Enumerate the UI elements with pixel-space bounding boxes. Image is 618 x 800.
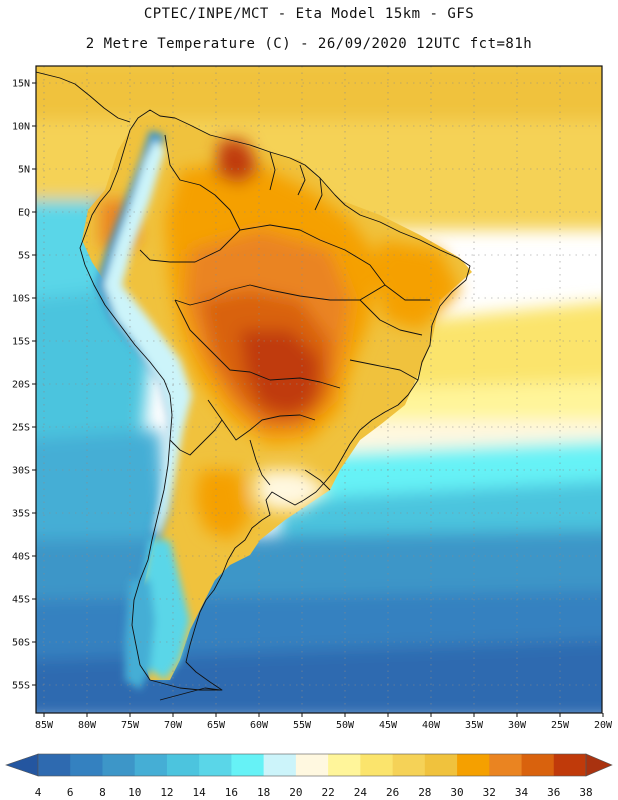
colorbar-label: 28 xyxy=(418,786,431,799)
colorbar-swatch xyxy=(134,754,168,776)
lon-tick-label: 55W xyxy=(293,720,312,731)
colorbar-label: 26 xyxy=(386,786,399,799)
colorbar-swatch xyxy=(295,754,329,776)
map-frame xyxy=(35,65,603,714)
lat-tick-label: 5N xyxy=(18,165,30,176)
land-temperature-field xyxy=(82,112,472,690)
colorbar-label: 24 xyxy=(354,786,368,799)
colorbar-swatch xyxy=(328,754,361,776)
map-title-line2: 2 Metre Temperature (C) - 26/09/2020 12U… xyxy=(85,36,533,52)
colorbar-swatch xyxy=(489,754,522,776)
lat-tick-label: EQ xyxy=(18,208,30,219)
colorbar-label: 4 xyxy=(35,786,42,799)
colorbar-label: 32 xyxy=(483,786,496,799)
colorbar-label: 6 xyxy=(67,786,74,799)
lon-tick-label: 35W xyxy=(465,720,484,731)
lon-tick-label: 20W xyxy=(594,720,613,731)
colorbar-swatch xyxy=(231,754,264,776)
lat-tick-label: 35S xyxy=(12,509,30,520)
colorbar-label: 10 xyxy=(128,786,141,799)
lat-tick-label: 15S xyxy=(12,337,30,348)
lat-tick-label: 30S xyxy=(12,466,30,477)
coastlines-and-borders xyxy=(36,71,471,701)
lat-tick-label: 25S xyxy=(12,423,30,434)
colorbar-swatch xyxy=(521,754,555,776)
lon-tick-label: 85W xyxy=(35,720,54,731)
lon-tick-label: 40W xyxy=(422,720,441,731)
colorbar-label: 16 xyxy=(225,786,238,799)
lat-tick-label: 40S xyxy=(12,552,30,563)
colorbar-label: 30 xyxy=(450,786,463,799)
colorbar-swatch xyxy=(553,754,587,776)
colorbar-label: 36 xyxy=(547,786,560,799)
colorbar-label: 38 xyxy=(579,786,592,799)
colorbar-label: 18 xyxy=(257,786,270,799)
lon-tick-label: 75W xyxy=(121,720,140,731)
lon-tick-label: 50W xyxy=(336,720,355,731)
temperature-colorbar: 4 6 8 10 12 14 16 18 20 22 24 26 28 30 32 34 36 38 xyxy=(5,753,613,799)
colorbar-label: 12 xyxy=(160,786,173,799)
colorbar-label: 22 xyxy=(321,786,334,799)
lon-tick-label: 65W xyxy=(207,720,226,731)
lat-tick-label: 10N xyxy=(12,122,30,133)
colorbar-swatch xyxy=(70,754,103,776)
latitude-axis: 15N 10N 5N EQ 5S 10S 15S 20S 25S 30S 35S 40S 45S 50S 5… xyxy=(12,79,36,692)
colorbar-label: 8 xyxy=(99,786,106,799)
map-plot-area xyxy=(36,66,602,713)
colorbar-swatch xyxy=(38,754,71,776)
colorbar-swatch xyxy=(263,754,297,776)
lon-tick-label: 25W xyxy=(551,720,570,731)
lon-tick-label: 80W xyxy=(78,720,97,731)
colorbar-label: 20 xyxy=(289,786,302,799)
colorbar-swatch xyxy=(424,754,458,776)
colorbar-max-arrow xyxy=(585,753,613,777)
lon-tick-label: 60W xyxy=(250,720,269,731)
colorbar-swatch xyxy=(392,754,426,776)
lat-tick-label: 15N xyxy=(12,79,30,90)
lat-tick-label: 55S xyxy=(12,681,30,692)
colorbar-swatch xyxy=(166,754,200,776)
lat-tick-label: 20S xyxy=(12,380,30,391)
lat-tick-label: 50S xyxy=(12,638,30,649)
lat-tick-label: 45S xyxy=(12,595,30,606)
colorbar-label: 14 xyxy=(193,786,207,799)
colorbar-swatch xyxy=(360,754,393,776)
colorbar-min-arrow xyxy=(5,753,39,777)
colorbar-swatch xyxy=(199,754,232,776)
colorbar-swatch xyxy=(102,754,136,776)
lat-tick-label: 5S xyxy=(18,251,30,262)
lon-tick-label: 70W xyxy=(164,720,183,731)
colorbar-label: 34 xyxy=(515,786,529,799)
colorbar-frame xyxy=(37,753,587,777)
map-title-line1: CPTEC/INPE/MCT - Eta Model 15km - GFS xyxy=(143,6,475,22)
colorbar-swatch xyxy=(457,754,490,776)
lat-tick-label: 10S xyxy=(12,294,30,305)
longitude-axis: 85W 80W 75W 70W 65W 60W 55W 50W 45W 40W 35W 30W 25W 2… xyxy=(35,713,613,731)
lon-tick-label: 45W xyxy=(379,720,398,731)
lon-tick-label: 30W xyxy=(508,720,527,731)
